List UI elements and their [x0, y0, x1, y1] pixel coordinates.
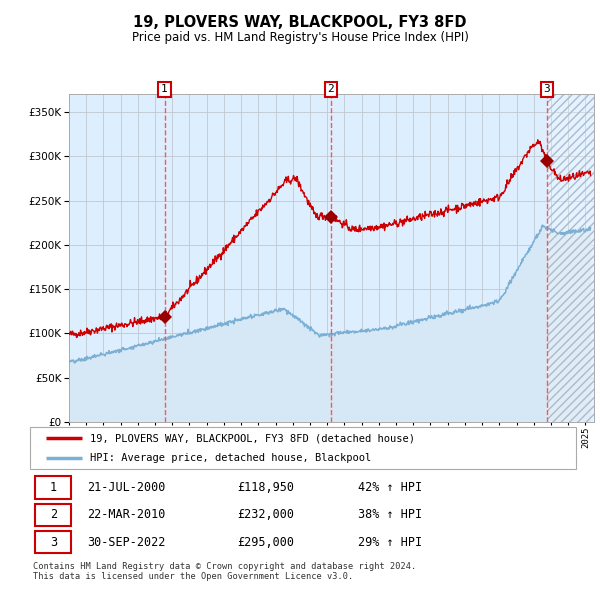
Text: Contains HM Land Registry data © Crown copyright and database right 2024.: Contains HM Land Registry data © Crown c…	[33, 562, 416, 571]
Text: 1: 1	[50, 481, 57, 494]
Text: 3: 3	[50, 536, 57, 549]
Text: 38% ↑ HPI: 38% ↑ HPI	[358, 508, 422, 522]
Text: 2: 2	[50, 508, 57, 522]
Text: 30-SEP-2022: 30-SEP-2022	[88, 536, 166, 549]
FancyBboxPatch shape	[35, 476, 71, 499]
Text: 2: 2	[328, 84, 334, 94]
Text: 29% ↑ HPI: 29% ↑ HPI	[358, 536, 422, 549]
Text: 42% ↑ HPI: 42% ↑ HPI	[358, 481, 422, 494]
FancyBboxPatch shape	[35, 504, 71, 526]
Text: £232,000: £232,000	[238, 508, 295, 522]
Text: 19, PLOVERS WAY, BLACKPOOL, FY3 8FD (detached house): 19, PLOVERS WAY, BLACKPOOL, FY3 8FD (det…	[90, 434, 415, 444]
Text: 22-MAR-2010: 22-MAR-2010	[88, 508, 166, 522]
Text: This data is licensed under the Open Government Licence v3.0.: This data is licensed under the Open Gov…	[33, 572, 353, 581]
Bar	[547, 94, 594, 422]
Text: 21-JUL-2000: 21-JUL-2000	[88, 481, 166, 494]
Text: £295,000: £295,000	[238, 536, 295, 549]
Text: 19, PLOVERS WAY, BLACKPOOL, FY3 8FD: 19, PLOVERS WAY, BLACKPOOL, FY3 8FD	[133, 15, 467, 30]
Text: 1: 1	[161, 84, 168, 94]
Bar	[547, 94, 594, 422]
Text: HPI: Average price, detached house, Blackpool: HPI: Average price, detached house, Blac…	[90, 454, 371, 463]
Text: Price paid vs. HM Land Registry's House Price Index (HPI): Price paid vs. HM Land Registry's House …	[131, 31, 469, 44]
Text: 3: 3	[543, 84, 550, 94]
FancyBboxPatch shape	[35, 531, 71, 553]
FancyBboxPatch shape	[30, 427, 576, 469]
Text: £118,950: £118,950	[238, 481, 295, 494]
